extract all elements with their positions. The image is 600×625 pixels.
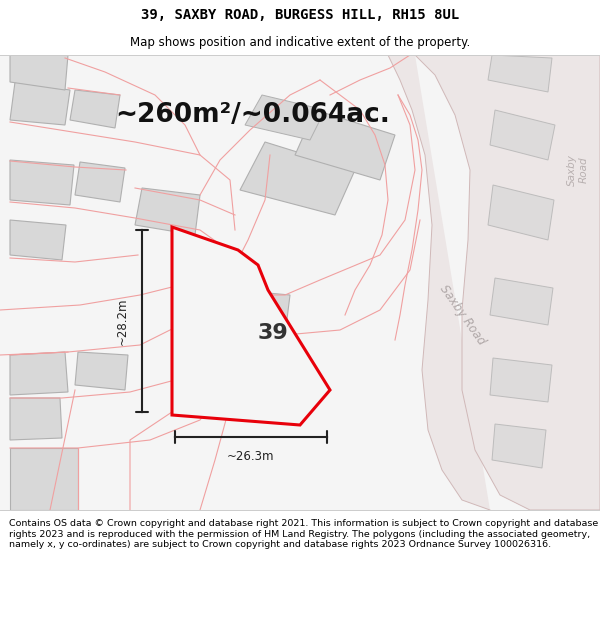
Text: Saxby
Road: Saxby Road xyxy=(567,154,589,186)
Polygon shape xyxy=(172,227,330,425)
Text: 39, SAXBY ROAD, BURGESS HILL, RH15 8UL: 39, SAXBY ROAD, BURGESS HILL, RH15 8UL xyxy=(141,8,459,22)
Polygon shape xyxy=(10,398,62,440)
Polygon shape xyxy=(245,95,325,140)
Text: ~26.3m: ~26.3m xyxy=(227,451,275,464)
Polygon shape xyxy=(0,55,600,510)
Polygon shape xyxy=(70,90,120,128)
Text: Saxby Road: Saxby Road xyxy=(437,282,487,348)
Text: Map shows position and indicative extent of the property.: Map shows position and indicative extent… xyxy=(130,36,470,49)
Polygon shape xyxy=(388,55,600,510)
Polygon shape xyxy=(488,55,552,92)
Polygon shape xyxy=(10,55,68,90)
Polygon shape xyxy=(10,352,68,395)
Text: 39: 39 xyxy=(258,323,289,343)
Polygon shape xyxy=(240,142,355,215)
Polygon shape xyxy=(10,82,70,125)
Polygon shape xyxy=(295,110,395,180)
Polygon shape xyxy=(490,110,555,160)
Text: ~260m²/~0.064ac.: ~260m²/~0.064ac. xyxy=(115,102,390,128)
Text: Contains OS data © Crown copyright and database right 2021. This information is : Contains OS data © Crown copyright and d… xyxy=(9,519,598,549)
Polygon shape xyxy=(10,220,66,260)
Polygon shape xyxy=(75,162,125,202)
Polygon shape xyxy=(492,424,546,468)
Polygon shape xyxy=(10,448,78,510)
Text: ~28.2m: ~28.2m xyxy=(115,298,128,345)
Polygon shape xyxy=(490,358,552,402)
Polygon shape xyxy=(488,185,554,240)
Polygon shape xyxy=(135,188,200,235)
Polygon shape xyxy=(490,278,553,325)
Polygon shape xyxy=(175,285,290,335)
Polygon shape xyxy=(10,160,74,205)
Polygon shape xyxy=(75,352,128,390)
